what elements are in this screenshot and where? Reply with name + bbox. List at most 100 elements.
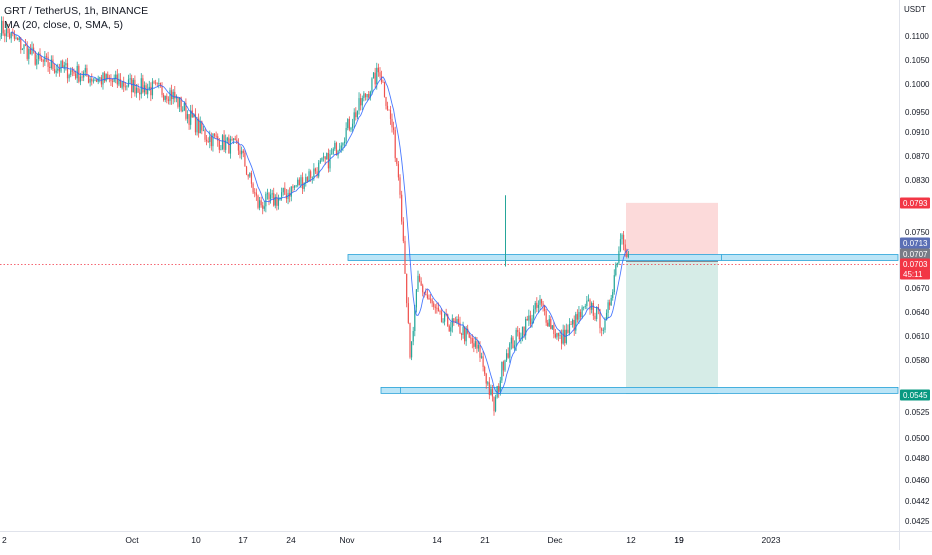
candle-body[interactable] (477, 345, 480, 349)
candle-body[interactable] (172, 91, 174, 100)
candle-body[interactable] (298, 179, 300, 186)
candle-body[interactable] (342, 143, 344, 146)
candle-body[interactable] (306, 177, 309, 182)
candle-body[interactable] (568, 324, 571, 333)
candle-body[interactable] (623, 234, 625, 245)
candle-body[interactable] (589, 299, 591, 310)
candle-body[interactable] (100, 77, 102, 85)
candle-body[interactable] (554, 334, 556, 338)
candle-body[interactable] (26, 45, 28, 59)
candle-body[interactable] (17, 37, 19, 40)
candle-body[interactable] (134, 79, 136, 94)
candle-body[interactable] (487, 382, 489, 384)
candle-body[interactable] (217, 136, 219, 141)
candle-body[interactable] (429, 299, 432, 301)
candle-body[interactable] (169, 90, 171, 101)
candle-body[interactable] (47, 56, 49, 67)
candle-body[interactable] (62, 60, 64, 68)
candle-body[interactable] (583, 306, 585, 308)
candle-body[interactable] (220, 148, 222, 150)
candle-body[interactable] (348, 119, 350, 130)
candle-body[interactable] (139, 92, 141, 95)
candle-body[interactable] (372, 72, 375, 79)
candle-body[interactable] (581, 307, 583, 318)
candle-body[interactable] (521, 326, 524, 339)
candle-body[interactable] (10, 32, 12, 39)
candle-body[interactable] (198, 118, 200, 134)
candle-body[interactable] (290, 186, 292, 197)
candle-body[interactable] (42, 60, 44, 62)
candle-body[interactable] (468, 332, 470, 338)
candle-body[interactable] (12, 32, 14, 34)
candle-body[interactable] (37, 53, 39, 60)
candle-body[interactable] (501, 361, 503, 381)
candle-body[interactable] (602, 329, 604, 331)
candle-body[interactable] (411, 341, 413, 358)
candle-body[interactable] (490, 389, 492, 395)
candle-body[interactable] (353, 112, 355, 124)
candle-body[interactable] (9, 33, 11, 39)
candle-body[interactable] (249, 172, 251, 177)
candle-body[interactable] (433, 303, 435, 307)
candle-body[interactable] (331, 153, 333, 155)
candle-body[interactable] (223, 135, 225, 150)
candle-body[interactable] (345, 127, 347, 142)
candle-body[interactable] (121, 81, 123, 88)
candle-body[interactable] (53, 69, 56, 73)
candle-body[interactable] (150, 86, 152, 96)
candle-body[interactable] (252, 183, 254, 193)
candle-body[interactable] (207, 141, 209, 143)
candle-body[interactable] (377, 67, 379, 73)
candle-body[interactable] (393, 127, 395, 131)
candle-body[interactable] (199, 121, 201, 134)
candle-body[interactable] (499, 380, 501, 392)
candle-body[interactable] (560, 335, 563, 344)
candle-body[interactable] (257, 195, 259, 208)
candle-body[interactable] (480, 356, 483, 358)
candle-body[interactable] (79, 76, 82, 82)
candle-body[interactable] (92, 80, 94, 82)
candle-body[interactable] (177, 96, 179, 107)
candle-body[interactable] (334, 142, 336, 149)
candle-body[interactable] (123, 81, 125, 87)
candle-body[interactable] (515, 329, 517, 346)
candle-body[interactable] (180, 97, 182, 111)
candle-body[interactable] (155, 82, 157, 84)
candle-body[interactable] (28, 48, 30, 59)
candle-body[interactable] (360, 98, 362, 106)
candle-body[interactable] (196, 118, 198, 133)
candle-body[interactable] (13, 33, 15, 39)
candle-body[interactable] (380, 76, 383, 82)
candle-body[interactable] (247, 174, 249, 177)
candle-body[interactable] (81, 76, 83, 78)
candle-body[interactable] (292, 186, 294, 188)
candle-body[interactable] (140, 78, 142, 95)
candle-body[interactable] (493, 396, 495, 412)
candle-body[interactable] (369, 91, 371, 98)
price-badge-countdown[interactable] (900, 268, 930, 280)
candle-body[interactable] (457, 319, 460, 323)
candle-body[interactable] (551, 325, 553, 329)
candle-body[interactable] (406, 273, 408, 304)
candle-body[interactable] (412, 331, 414, 342)
candle-body[interactable] (313, 168, 315, 178)
candle-body[interactable] (601, 328, 603, 331)
candle-body[interactable] (420, 281, 422, 286)
candle-body[interactable] (335, 142, 338, 156)
candle-body[interactable] (565, 329, 567, 344)
candle-body[interactable] (414, 307, 416, 332)
candle-body[interactable] (186, 114, 189, 119)
candle-body[interactable] (5, 28, 7, 37)
candle-body[interactable] (533, 309, 535, 319)
candle-body[interactable] (363, 93, 365, 99)
candle-body[interactable] (474, 341, 476, 347)
candle-body[interactable] (143, 85, 146, 93)
candle-body[interactable] (115, 74, 117, 79)
candle-body[interactable] (621, 234, 623, 240)
candle-body[interactable] (407, 303, 409, 323)
candle-body[interactable] (268, 193, 270, 200)
candle-body[interactable] (518, 332, 520, 340)
candle-body[interactable] (326, 152, 328, 160)
candle-body[interactable] (570, 324, 572, 325)
candle-body[interactable] (586, 300, 588, 306)
